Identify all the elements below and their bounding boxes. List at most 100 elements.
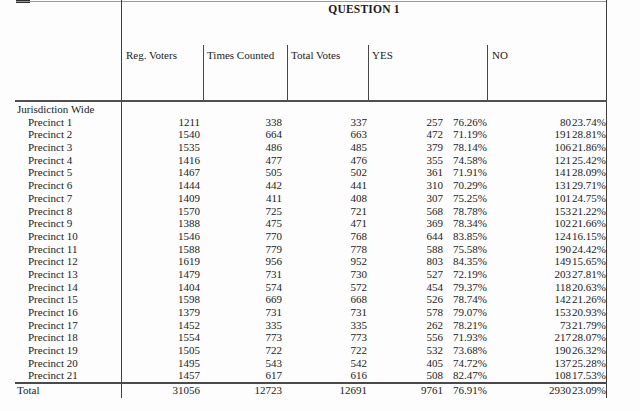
no-count-value: 191: [488, 128, 572, 141]
total-votes-value: 730: [287, 268, 368, 281]
yes-percent-value: 70.29%: [444, 179, 488, 192]
row-label: Precinct 3: [15, 141, 121, 154]
no-count-value: 102: [488, 217, 572, 230]
row-label: Precinct 21: [15, 369, 121, 382]
yes-percent-value: 71.93%: [444, 331, 488, 344]
total-votes-value: 12691: [287, 384, 368, 397]
no-percent-value: 23.74%: [572, 116, 607, 129]
times-counted-value: 477: [203, 154, 287, 167]
reg-voters-value: 1404: [121, 281, 203, 294]
total-votes-value: 768: [287, 230, 368, 243]
yes-count-value: 527: [368, 268, 444, 281]
no-count-value: 137: [488, 357, 572, 370]
yes-percent-value: 84.35%: [444, 255, 488, 268]
no-count-value: [488, 103, 572, 116]
times-counted-value: 442: [203, 179, 287, 192]
header-divider-no: [487, 45, 488, 101]
no-count-value: 153: [488, 306, 572, 319]
no-count-value: 73: [488, 319, 572, 332]
no-percent-value: 21.66%: [572, 217, 607, 230]
no-percent-value: 17.53%: [572, 369, 607, 382]
no-percent-value: 24.42%: [572, 243, 607, 256]
row-label: Precinct 10: [15, 230, 121, 243]
total-votes-value: 335: [287, 319, 368, 332]
no-percent-value: 25.42%: [572, 154, 607, 167]
row-label: Precinct 8: [15, 205, 121, 218]
table-row: Total 31056 12723 12691 9761 76.91% 2930…: [15, 382, 607, 397]
times-counted-value: 335: [203, 319, 287, 332]
reg-voters-value: 1467: [121, 166, 203, 179]
no-count-value: 190: [488, 344, 572, 357]
times-counted-value: 475: [203, 217, 287, 230]
no-count-value: 149: [488, 255, 572, 268]
no-count-value: 131: [488, 179, 572, 192]
yes-percent-value: 78.74%: [444, 293, 488, 306]
reg-voters-value: 1444: [121, 179, 203, 192]
total-votes-value: 542: [287, 357, 368, 370]
reg-voters-value: 1540: [121, 128, 203, 141]
no-count-value: 142: [488, 293, 572, 306]
times-counted-value: 731: [203, 268, 287, 281]
reg-voters-value: 1479: [121, 268, 203, 281]
no-percent-value: 28.81%: [572, 128, 607, 141]
row-label: Precinct 5: [15, 166, 121, 179]
table-row: Precinct 12 1619 956 952 803 84.35% 149 …: [15, 255, 607, 268]
table-row: Precinct 3 1535 486 485 379 78.14% 106 2…: [15, 141, 607, 154]
total-votes-value: 663: [287, 128, 368, 141]
table-row: Precinct 13 1479 731 730 527 72.19% 203 …: [15, 268, 607, 281]
reg-voters-value: 1409: [121, 192, 203, 205]
no-percent-value: 23.09%: [572, 384, 607, 397]
row-label: Precinct 16: [15, 306, 121, 319]
reg-voters-value: [121, 103, 203, 116]
row-label: Precinct 9: [15, 217, 121, 230]
no-percent-value: 15.65%: [572, 255, 607, 268]
total-votes-value: 471: [287, 217, 368, 230]
table-row: Precinct 6 1444 442 441 310 70.29% 131 2…: [15, 179, 607, 192]
times-counted-value: 956: [203, 255, 287, 268]
table-row: Precinct 2 1540 664 663 472 71.19% 191 2…: [15, 128, 607, 141]
no-percent-value: 16.15%: [572, 230, 607, 243]
row-label: Precinct 15: [15, 293, 121, 306]
yes-percent-value: 79.37%: [444, 281, 488, 294]
yes-percent-value: 71.91%: [444, 166, 488, 179]
yes-percent-value: 75.58%: [444, 243, 488, 256]
total-votes-value: 721: [287, 205, 368, 218]
yes-percent-value: [444, 103, 488, 116]
column-header-total-votes: Total Votes: [291, 49, 340, 61]
reg-voters-value: 1570: [121, 205, 203, 218]
reg-voters-value: 1388: [121, 217, 203, 230]
yes-count-value: 588: [368, 243, 444, 256]
yes-count-value: 355: [368, 154, 444, 167]
row-label: Precinct 2: [15, 128, 121, 141]
times-counted-value: 779: [203, 243, 287, 256]
table-row: Precinct 8 1570 725 721 568 78.78% 153 2…: [15, 205, 607, 218]
row-label: Precinct 17: [15, 319, 121, 332]
yes-percent-value: 76.91%: [444, 384, 488, 397]
yes-percent-value: 78.14%: [444, 141, 488, 154]
row-label: Precinct 14: [15, 281, 121, 294]
times-counted-value: 722: [203, 344, 287, 357]
table-row: Jurisdiction Wide: [15, 103, 607, 116]
yes-count-value: 405: [368, 357, 444, 370]
times-counted-value: 773: [203, 331, 287, 344]
total-votes-value: 441: [287, 179, 368, 192]
no-count-value: 141: [488, 166, 572, 179]
no-percent-value: 26.32%: [572, 344, 607, 357]
times-counted-value: 338: [203, 116, 287, 129]
row-label: Precinct 20: [15, 357, 121, 370]
table-row: Precinct 10 1546 770 768 644 83.85% 124 …: [15, 230, 607, 243]
no-count-value: 101: [488, 192, 572, 205]
yes-count-value: 532: [368, 344, 444, 357]
yes-count-value: 361: [368, 166, 444, 179]
total-votes-value: 952: [287, 255, 368, 268]
no-count-value: 118: [488, 281, 572, 294]
yes-count-value: 369: [368, 217, 444, 230]
total-votes-value: [287, 103, 368, 116]
no-percent-value: 28.09%: [572, 166, 607, 179]
yes-count-value: [368, 103, 444, 116]
row-label: Precinct 18: [15, 331, 121, 344]
table-row: Precinct 4 1416 477 476 355 74.58% 121 2…: [15, 154, 607, 167]
total-votes-value: 668: [287, 293, 368, 306]
times-counted-value: 725: [203, 205, 287, 218]
yes-percent-value: 74.58%: [444, 154, 488, 167]
